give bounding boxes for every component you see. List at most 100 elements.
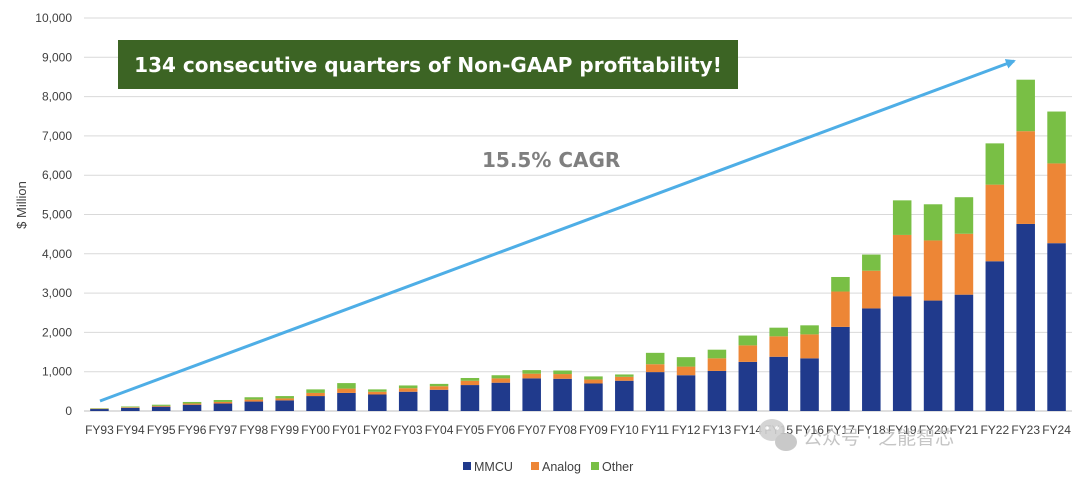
bar-other-fy18 — [862, 254, 881, 271]
profitability-banner: 134 consecutive quarters of Non-GAAP pro… — [118, 40, 738, 89]
x-tick-label: FY14 — [733, 423, 762, 437]
y-tick-label: 7,000 — [42, 129, 72, 143]
x-tick-label: FY03 — [394, 423, 423, 437]
bar-other-fy14 — [738, 335, 758, 346]
bar-mmcu-fy23 — [1016, 223, 1035, 411]
bar-mmcu-fy20 — [923, 300, 943, 411]
bar-analog-fy98 — [244, 399, 264, 402]
bar-mmcu-fy17 — [831, 326, 850, 411]
y-tick-label: 0 — [65, 404, 72, 418]
bar-other-fy02 — [368, 389, 387, 392]
bar-other-fy20 — [923, 204, 943, 241]
x-tick-label: FY22 — [980, 423, 1009, 437]
x-tick-label: FY04 — [425, 423, 454, 437]
y-tick-label: 3,000 — [42, 286, 72, 300]
y-axis-ticks: 0 1,000 2,000 3,000 4,000 5,000 6,000 7,000 8,00… — [35, 11, 72, 418]
bar-mmcu-fy97 — [213, 403, 233, 411]
bar-other-fy19 — [892, 200, 912, 235]
bar-analog-fy19 — [892, 234, 912, 297]
bar-other-fy21 — [954, 197, 974, 234]
bar-mmcu-fy98 — [244, 401, 264, 411]
bar-analog-fy15 — [769, 336, 788, 357]
bars — [90, 79, 1066, 411]
banner-text: 134 consecutive quarters of Non-GAAP pro… — [134, 53, 722, 77]
y-tick-label: 4,000 — [42, 247, 72, 261]
banner-background — [118, 40, 738, 89]
x-tick-label: FY00 — [301, 423, 330, 437]
bar-analog-fy11 — [645, 364, 665, 373]
bar-mmcu-fy14 — [738, 361, 758, 411]
bar-analog-fy94 — [121, 407, 140, 408]
bar-analog-fy09 — [584, 379, 603, 384]
x-tick-label: FY18 — [857, 423, 886, 437]
x-tick-label: FY21 — [950, 423, 979, 437]
x-tick-label: FY02 — [363, 423, 392, 437]
y-tick-label: 8,000 — [42, 90, 72, 104]
x-tick-label: FY93 — [85, 423, 114, 437]
x-tick-label: FY95 — [147, 423, 176, 437]
bar-other-fy11 — [645, 352, 665, 365]
bar-analog-fy96 — [182, 403, 202, 405]
bar-other-fy24 — [1047, 111, 1066, 164]
bar-mmcu-fy09 — [584, 383, 603, 411]
y-tick-label: 2,000 — [42, 325, 72, 339]
y-tick-label: 1,000 — [42, 365, 72, 379]
bar-other-fy99 — [275, 396, 294, 399]
grid-lines — [84, 17, 1072, 412]
bar-analog-fy06 — [491, 378, 511, 383]
x-tick-label: FY13 — [703, 423, 732, 437]
x-tick-label: FY07 — [517, 423, 546, 437]
bar-other-fy13 — [707, 349, 727, 359]
bar-other-fy22 — [985, 143, 1005, 185]
bar-analog-fy17 — [831, 291, 850, 327]
legend-label-mmcu: MMCU — [474, 460, 513, 474]
bar-analog-fy21 — [954, 233, 974, 295]
bar-mmcu-fy13 — [707, 370, 727, 411]
bar-other-fy09 — [584, 376, 603, 380]
x-tick-label: FY12 — [672, 423, 701, 437]
legend: MMCU Analog Other — [463, 460, 633, 474]
bar-other-fy95 — [151, 404, 171, 406]
bar-analog-fy12 — [676, 366, 696, 376]
bar-mmcu-fy16 — [800, 358, 819, 411]
watermark-text: 公众号 · 之能智芯 — [803, 427, 954, 449]
x-tick-label: FY19 — [888, 423, 917, 437]
bar-analog-fy10 — [615, 376, 634, 381]
bar-mmcu-fy96 — [182, 404, 202, 411]
y-axis-title: $ Million — [14, 181, 29, 229]
bar-analog-fy02 — [368, 391, 387, 395]
bar-mmcu-fy18 — [862, 308, 881, 411]
bar-analog-fy08 — [553, 374, 572, 379]
bar-analog-fy13 — [707, 358, 727, 371]
bar-analog-fy01 — [337, 388, 356, 393]
bar-analog-fy97 — [213, 401, 233, 404]
bar-other-fy05 — [460, 377, 480, 381]
bar-mmcu-fy15 — [769, 356, 788, 411]
x-tick-label: FY98 — [239, 423, 268, 437]
bar-analog-fy99 — [275, 398, 294, 401]
x-tick-label: FY94 — [116, 423, 145, 437]
bar-mmcu-fy12 — [676, 375, 696, 411]
legend-label-analog: Analog — [542, 460, 581, 474]
bar-mmcu-fy95 — [151, 406, 171, 411]
bar-other-fy23 — [1016, 79, 1035, 132]
bar-mmcu-fy11 — [645, 372, 665, 411]
x-axis-ticks: FY93 FY94 FY95 FY96 FY97 FY98 FY99 FY00 FY01 FY02… — [85, 423, 1071, 437]
bar-mmcu-fy94 — [121, 407, 140, 411]
bar-other-fy03 — [398, 385, 418, 389]
bar-mmcu-fy99 — [275, 400, 294, 411]
bar-mmcu-fy10 — [615, 380, 634, 411]
bar-mmcu-fy05 — [460, 385, 480, 411]
bar-other-fy07 — [522, 370, 541, 374]
x-tick-label: FY17 — [826, 423, 855, 437]
x-tick-label: FY23 — [1011, 423, 1040, 437]
x-tick-label: FY09 — [579, 423, 608, 437]
bar-other-fy15 — [769, 327, 788, 337]
legend-swatch-other — [591, 462, 599, 470]
y-tick-label: 10,000 — [35, 11, 72, 25]
bar-other-fy04 — [429, 383, 449, 387]
watermark: 公众号 · 之能智芯 — [759, 419, 954, 451]
bar-mmcu-fy07 — [522, 378, 541, 411]
legend-swatch-mmcu — [463, 462, 471, 470]
